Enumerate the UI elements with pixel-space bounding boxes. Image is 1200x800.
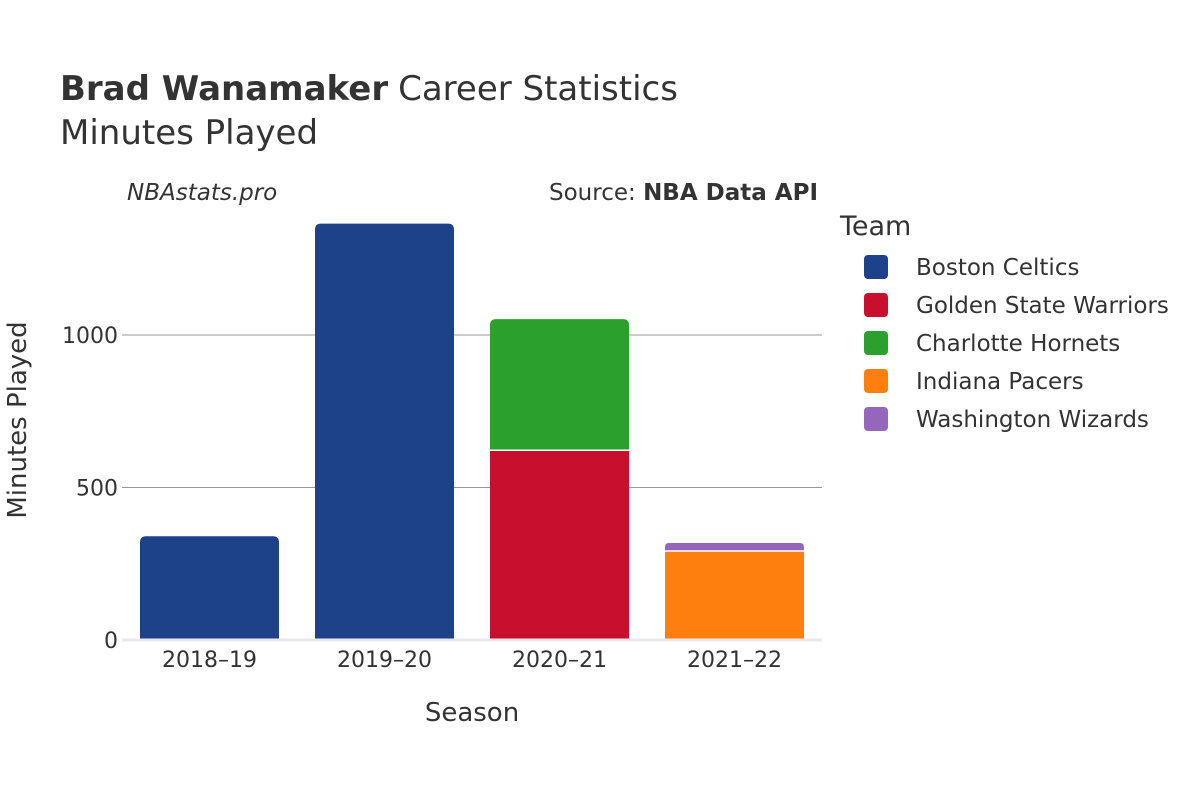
bar-segment <box>665 543 804 551</box>
legend: Boston Celtics Golden State Warriors Charl… <box>864 255 1169 433</box>
bar-segment <box>140 536 279 640</box>
y-axis-label: Minutes Played <box>3 321 33 518</box>
legend-swatch <box>864 331 888 355</box>
legend-swatch <box>864 369 888 393</box>
chart-title: Brad Wanamaker Career Statistics <box>60 69 678 109</box>
legend-swatch <box>864 407 888 431</box>
x-axis-label: Season <box>425 698 519 728</box>
y-tick-label: 1000 <box>62 324 118 349</box>
legend-item-label: Boston Celtics <box>916 255 1079 281</box>
legend-swatch <box>864 293 888 317</box>
source-credit: Source: NBA Data API <box>549 180 818 206</box>
title-rest: Career Statistics <box>398 69 678 109</box>
legend-swatch <box>864 255 888 279</box>
bar-segment <box>315 223 454 641</box>
legend-item-label: Charlotte Hornets <box>916 331 1120 357</box>
legend-item-label: Golden State Warriors <box>916 293 1169 319</box>
y-tick-label: 500 <box>76 477 118 502</box>
source-name: NBA Data API <box>643 180 818 206</box>
player-name: Brad Wanamaker <box>60 69 388 109</box>
x-tick-label: 2019–20 <box>337 648 432 673</box>
x-tick-label: 2021–22 <box>687 648 782 673</box>
chart-subtitle: Minutes Played <box>60 113 318 153</box>
legend-title: Team <box>839 211 911 242</box>
site-credit: NBAstats.pro <box>127 180 277 206</box>
x-tick-label: 2018–19 <box>162 648 257 673</box>
y-tick-label: 0 <box>104 629 118 654</box>
legend-item-label: Washington Wizards <box>916 407 1149 433</box>
legend-item-label: Indiana Pacers <box>916 369 1084 395</box>
gridlines <box>122 334 822 488</box>
y-tick-labels: 0 500 1000 <box>62 324 118 654</box>
source-prefix: Source: <box>549 180 643 206</box>
bar-segment <box>490 319 629 451</box>
bars <box>140 223 804 641</box>
x-tick-label: 2020–21 <box>512 648 607 673</box>
x-tick-labels: 2018–19 2019–20 2020–21 2021–22 <box>162 648 782 673</box>
bar-segment <box>665 550 804 640</box>
bar-segment <box>490 450 629 640</box>
